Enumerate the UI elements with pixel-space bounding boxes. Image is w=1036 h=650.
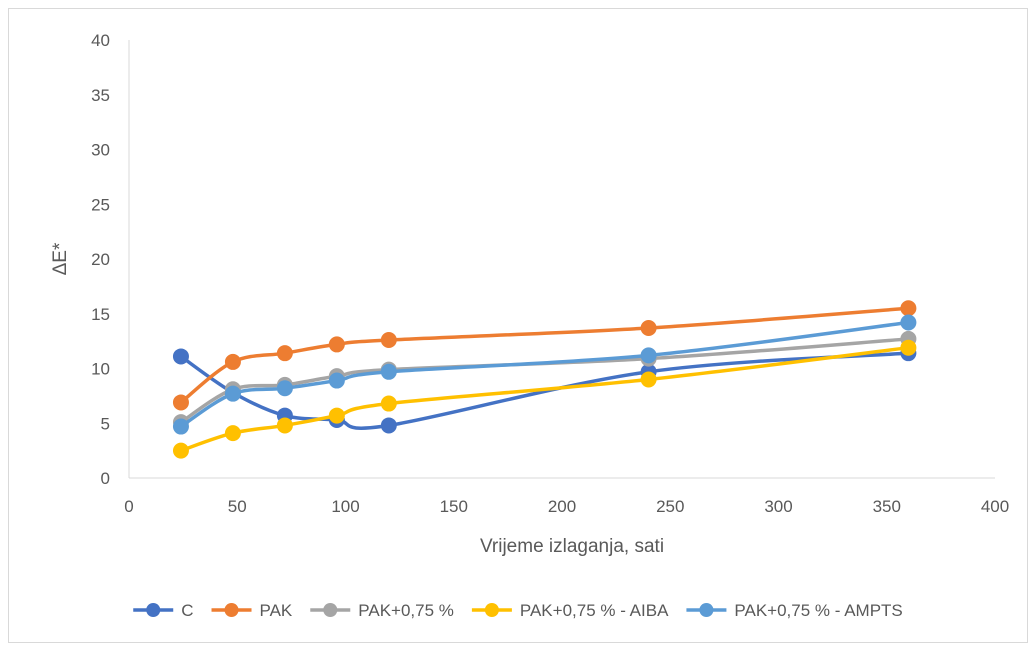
chart-frame: 0 5 10 15 20 25 30 35 40 0 50 100 150 200 250 300 350 400… — [8, 8, 1028, 643]
x-tick-label: 250 — [656, 497, 684, 516]
series-line — [179, 351, 911, 430]
data-point — [224, 353, 241, 370]
x-tick-label: 300 — [764, 497, 792, 516]
legend-marker — [224, 603, 239, 617]
legend-entry: PAK+0,75 % - AMPTS — [686, 601, 903, 620]
data-point — [276, 345, 293, 362]
data-point — [172, 348, 189, 365]
y-tick-label: 15 — [91, 305, 110, 324]
legend-marker — [146, 603, 161, 617]
y-tick-label: 25 — [91, 195, 110, 214]
legend-label: PAK+0,75 % - AIBA — [520, 601, 669, 620]
legend: C PAK PAK+0,75 % PAK+0,75 % - AIBA PAK+0,75 … — [133, 601, 903, 620]
y-tick-label: 0 — [101, 469, 110, 488]
x-tick-label: 350 — [873, 497, 901, 516]
data-point — [380, 417, 397, 434]
data-point — [328, 336, 345, 353]
series-line — [179, 306, 911, 405]
x-tick-label: 200 — [548, 497, 576, 516]
legend-marker — [699, 603, 714, 617]
x-tick-label: 50 — [228, 497, 247, 516]
x-tick-label: 400 — [981, 497, 1009, 516]
legend-entry: C — [133, 601, 194, 620]
y-axis-title: ΔE* — [50, 242, 71, 275]
plot-area — [172, 300, 917, 459]
legend-entry: PAK — [211, 601, 293, 620]
legend-label: PAK+0,75 % - AMPTS — [734, 601, 902, 620]
x-tick-label: 150 — [440, 497, 468, 516]
legend-label: PAK — [260, 601, 293, 620]
data-point — [224, 425, 241, 442]
legend-label: PAK+0,75 % — [358, 601, 454, 620]
legend-marker — [484, 603, 499, 617]
data-point — [172, 418, 189, 435]
data-point — [900, 314, 917, 331]
data-point — [640, 371, 657, 388]
legend-entry: PAK+0,75 % - AIBA — [471, 601, 669, 620]
x-tick-label: 0 — [124, 497, 133, 516]
series-line — [179, 337, 911, 424]
series-line — [179, 345, 911, 453]
y-tick-label: 30 — [91, 141, 110, 160]
data-point — [640, 347, 657, 364]
data-point — [900, 339, 917, 356]
data-point — [172, 442, 189, 459]
series-line — [179, 320, 911, 429]
y-tick-label: 35 — [91, 86, 110, 105]
y-tick-label: 5 — [101, 414, 110, 433]
y-tick-label: 40 — [91, 31, 110, 50]
data-point — [380, 395, 397, 412]
y-tick-label: 10 — [91, 360, 110, 379]
data-point — [172, 394, 189, 411]
x-axis-title: Vrijeme izlaganja, sati — [480, 536, 664, 557]
legend-entry: PAK+0,75 % — [310, 601, 454, 620]
data-point — [328, 372, 345, 389]
series-2 — [172, 300, 917, 411]
series-5 — [172, 314, 917, 435]
legend-label: C — [181, 601, 193, 620]
data-point — [328, 407, 345, 424]
x-tick-label: 100 — [331, 497, 359, 516]
series-4 — [172, 339, 917, 459]
y-tick-label: 20 — [91, 250, 110, 269]
data-point — [640, 319, 657, 336]
data-point — [380, 332, 397, 349]
data-point — [380, 363, 397, 380]
data-point — [900, 300, 917, 317]
legend-marker — [323, 603, 338, 617]
data-point — [276, 380, 293, 397]
data-point — [276, 417, 293, 434]
data-point — [224, 385, 241, 402]
